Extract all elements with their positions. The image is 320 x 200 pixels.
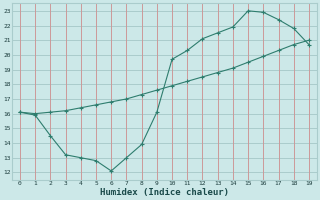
- X-axis label: Humidex (Indice chaleur): Humidex (Indice chaleur): [100, 188, 229, 197]
